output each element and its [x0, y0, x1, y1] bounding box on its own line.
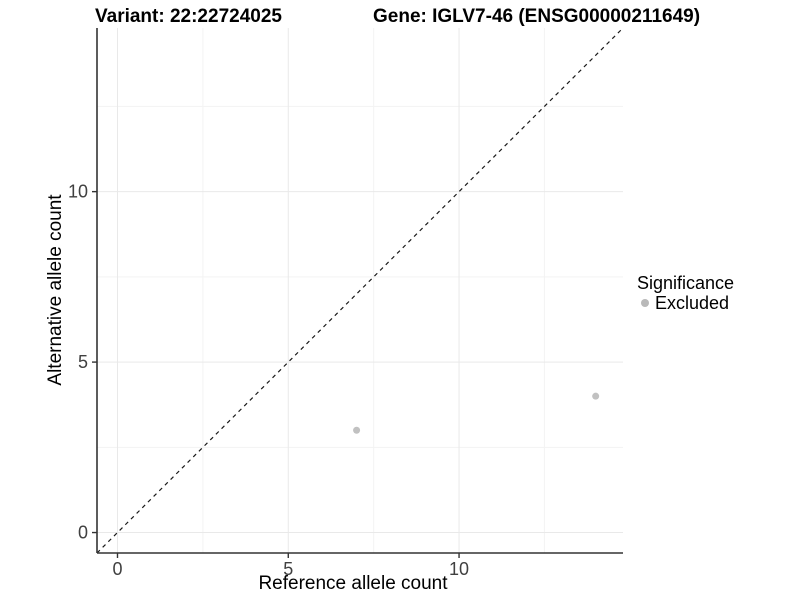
variant-title: Variant: 22:22724025	[95, 6, 282, 27]
y-tick-label: 10	[68, 182, 88, 202]
x-tick-label: 0	[112, 559, 122, 579]
y-axis-title: Alternative allele count	[45, 194, 66, 386]
legend-item-excluded: Excluded	[637, 293, 734, 313]
legend: Significance Excluded	[637, 273, 734, 313]
x-tick-label: 5	[283, 559, 293, 579]
identity-line	[96, 27, 624, 554]
x-tick-label: 10	[449, 559, 469, 579]
y-tick-label: 0	[78, 523, 88, 543]
gene-title: Gene: IGLV7-46 (ENSG00000211649)	[373, 6, 701, 27]
legend-key-dot	[641, 299, 649, 307]
x-axis-title: Reference allele count	[258, 573, 448, 594]
y-tick-label: 5	[78, 352, 88, 372]
legend-title: Significance	[637, 273, 735, 293]
legend-item-label: Excluded	[655, 293, 730, 313]
data-point	[592, 392, 600, 400]
data-point	[353, 426, 361, 434]
